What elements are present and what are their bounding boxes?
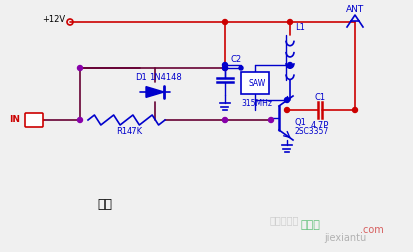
Bar bbox=[240, 72, 268, 94]
Text: L1: L1 bbox=[294, 22, 304, 32]
Text: jiexiantu: jiexiantu bbox=[323, 233, 365, 243]
Text: 2SC3357: 2SC3357 bbox=[294, 128, 328, 137]
Text: 315MHz: 315MHz bbox=[241, 100, 272, 109]
Text: 图二: 图二 bbox=[97, 199, 112, 211]
Text: C2: C2 bbox=[230, 55, 242, 65]
Polygon shape bbox=[146, 87, 164, 98]
Text: .com: .com bbox=[359, 225, 383, 235]
Circle shape bbox=[268, 117, 273, 122]
Text: 接线图: 接线图 bbox=[299, 220, 319, 230]
Circle shape bbox=[284, 108, 289, 112]
Circle shape bbox=[222, 62, 227, 68]
Text: SAW: SAW bbox=[248, 79, 265, 87]
Text: D1: D1 bbox=[135, 74, 146, 82]
Circle shape bbox=[238, 66, 242, 70]
Text: 1N4148: 1N4148 bbox=[149, 74, 181, 82]
Circle shape bbox=[287, 62, 292, 68]
Circle shape bbox=[223, 118, 226, 122]
Text: +12V: +12V bbox=[42, 16, 65, 24]
FancyBboxPatch shape bbox=[25, 113, 43, 127]
Text: ANT: ANT bbox=[345, 6, 363, 15]
Text: IN: IN bbox=[9, 115, 20, 124]
Circle shape bbox=[222, 66, 227, 71]
Text: R1: R1 bbox=[116, 128, 127, 137]
Text: 47K: 47K bbox=[126, 128, 142, 137]
Circle shape bbox=[351, 108, 357, 112]
Circle shape bbox=[77, 66, 82, 71]
Circle shape bbox=[222, 19, 227, 24]
Circle shape bbox=[77, 117, 82, 122]
Text: 4.7P: 4.7P bbox=[310, 120, 328, 130]
Circle shape bbox=[284, 98, 289, 103]
Text: Q1: Q1 bbox=[294, 118, 306, 128]
Circle shape bbox=[222, 66, 227, 71]
Circle shape bbox=[222, 117, 227, 122]
Circle shape bbox=[287, 19, 292, 24]
Text: C1: C1 bbox=[314, 93, 325, 103]
Text: 电子发烧友: 电子发烧友 bbox=[269, 215, 299, 225]
